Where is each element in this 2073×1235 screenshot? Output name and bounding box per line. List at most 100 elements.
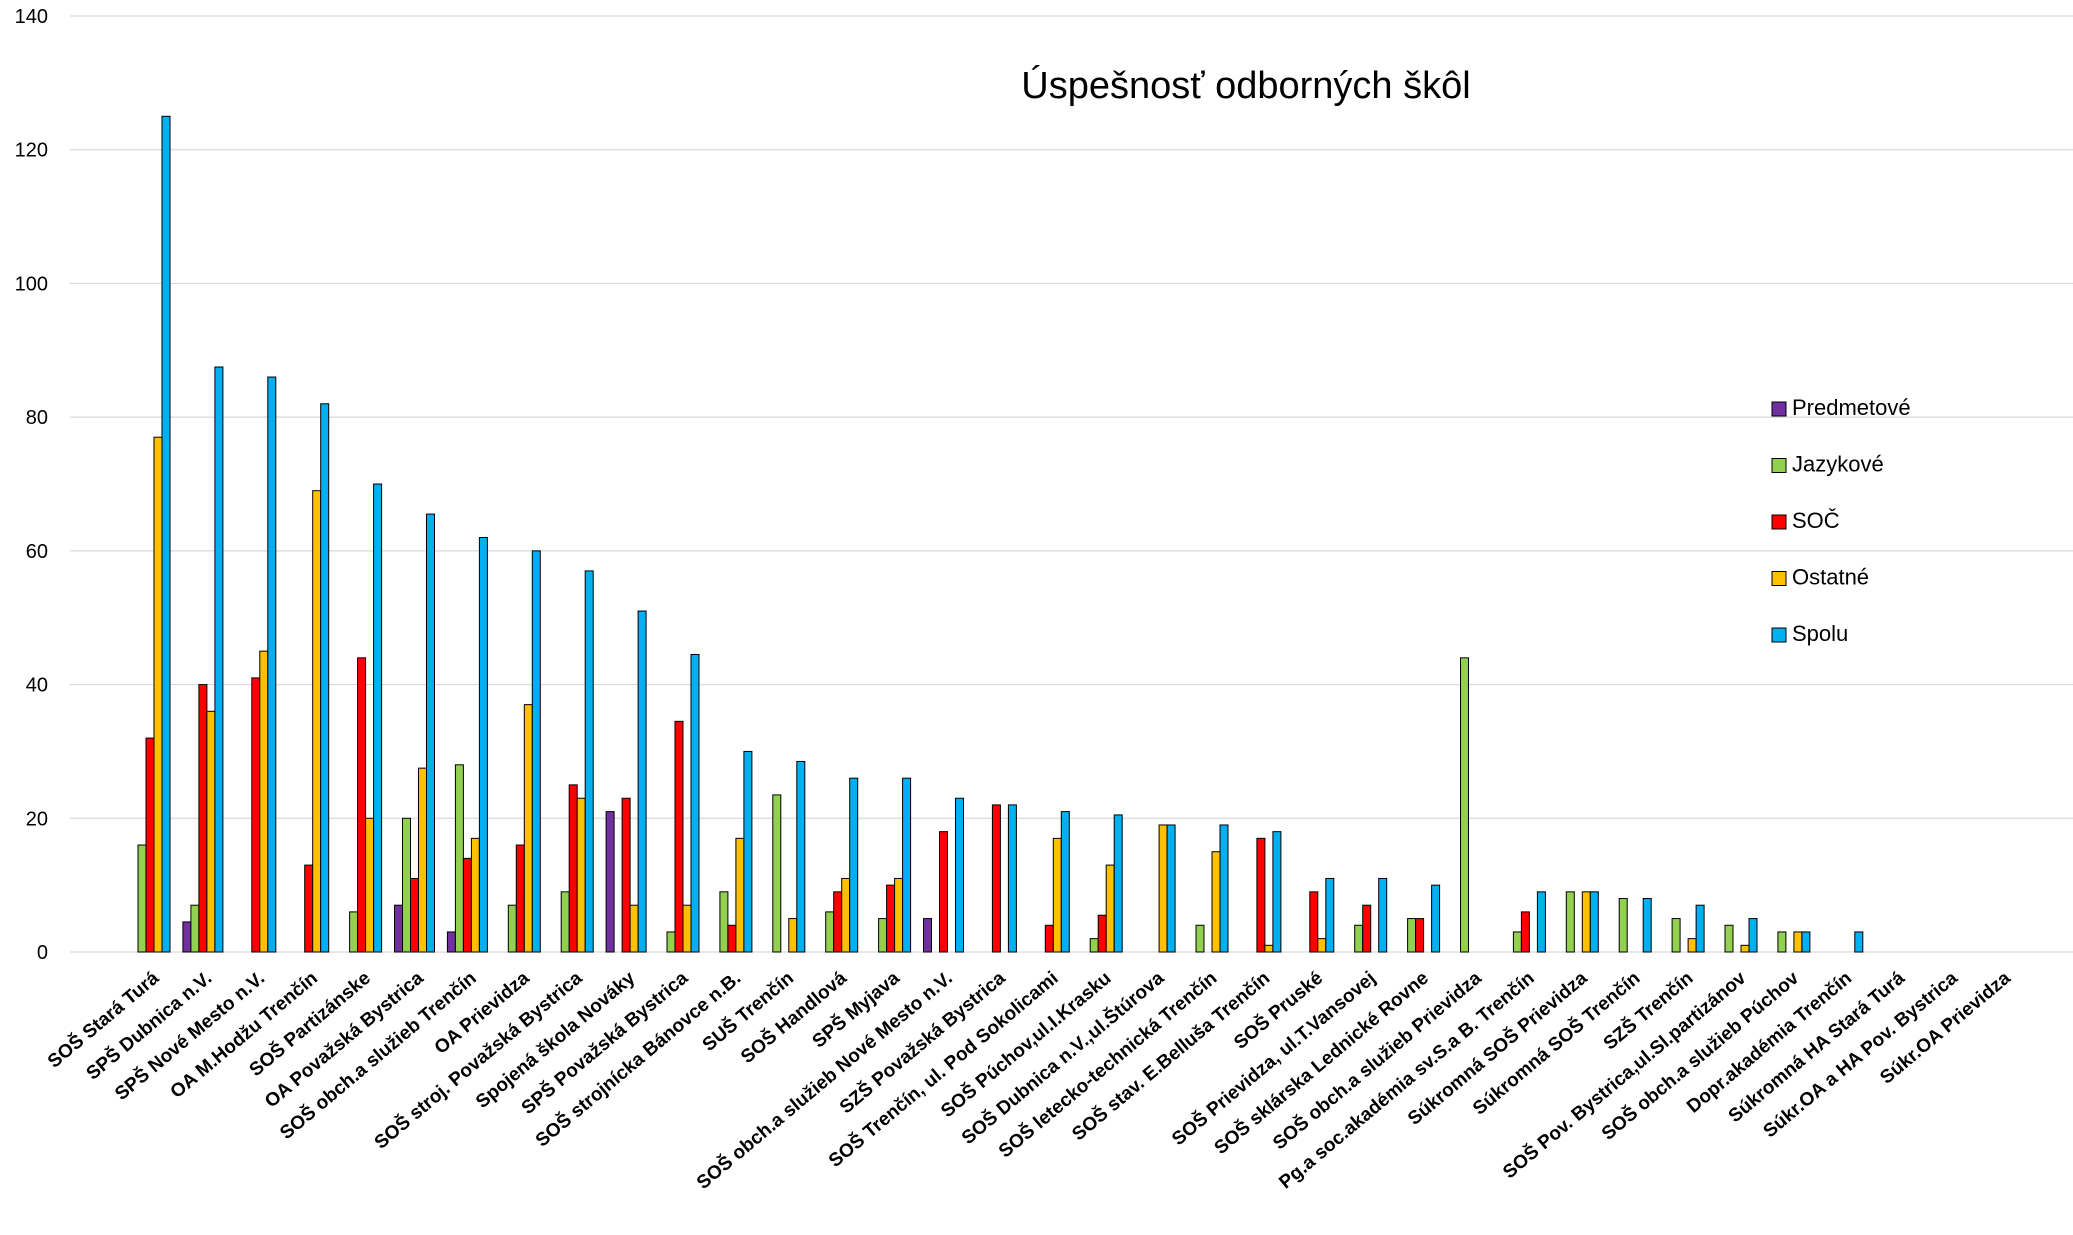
bar [1354,924,1364,953]
bar [304,864,314,953]
bar [182,921,192,953]
legend-label: SOČ [1792,508,1840,533]
bar [137,844,147,953]
bar [402,817,411,953]
bar [955,797,964,953]
y-tick-label: 140 [15,6,48,28]
bar [1219,824,1229,953]
bar [666,931,676,953]
bar [1565,891,1575,953]
bar [584,570,594,953]
bar [1256,837,1266,953]
y-tick-label: 60 [26,541,48,563]
bar [1687,938,1697,953]
bar [923,918,932,953]
bar [719,891,729,953]
legend-swatch [1771,627,1787,643]
bar [727,924,737,953]
bar [267,376,277,953]
bar [841,877,851,953]
bar [1695,904,1705,953]
bars [137,115,1864,953]
bar [1512,931,1522,953]
bar [446,931,456,953]
bar [1264,944,1274,953]
bar [507,904,517,953]
bar [682,904,692,953]
bar [1740,944,1750,953]
bar [1642,898,1652,953]
bar [1724,924,1734,953]
legend-label: Spolu [1792,621,1848,646]
chart-title: Úspešnosť odborných škôl [1021,64,1470,107]
bar [621,797,631,953]
bar [788,918,798,953]
y-tick-label: 80 [26,407,48,429]
bar [515,844,525,953]
bar [1272,831,1282,953]
bar [418,767,427,953]
bar [743,750,753,953]
bar [1415,918,1425,953]
bar [825,911,835,953]
y-tick-label: 100 [15,273,48,295]
bar [568,784,578,953]
bar [1158,824,1168,953]
bar [1097,914,1107,953]
bar [410,877,419,953]
bar [153,436,163,953]
bar [991,804,1001,953]
bar [190,904,200,953]
bar [1460,657,1469,953]
bar [1060,811,1070,953]
legend-swatch [1771,458,1787,473]
bar [462,857,472,953]
legend-label: Predmetové [1792,395,1911,420]
bar [454,764,464,953]
legend-label: Jazykové [1792,452,1884,477]
bar [833,891,843,953]
y-tick-label: 0 [37,942,48,964]
bar [312,490,322,953]
bar [206,710,216,953]
bar [198,684,208,953]
bar [690,653,700,953]
bar [1211,851,1221,953]
bar [320,403,330,953]
bar [1166,824,1176,953]
bar [145,737,155,953]
bar [373,483,383,953]
y-tick-label: 40 [26,675,48,697]
y-tick-label: 20 [26,808,48,830]
bar [214,366,224,953]
bar [886,884,896,953]
y-tick-label: 120 [15,140,48,162]
y-axis-ticks: 0 20 40 60 80 100 120 140 [15,6,48,964]
bar [394,904,403,953]
legend-label: Ostatné [1792,565,1869,590]
bar [1801,931,1811,953]
bar [939,831,948,953]
bar [560,891,570,953]
bar [478,536,488,953]
bar [1407,918,1417,953]
bar [1089,938,1099,953]
bar [1581,891,1591,953]
bar [1793,931,1803,953]
bar [1748,918,1758,953]
bar [357,657,367,953]
bar [1777,931,1787,953]
bar [674,720,684,953]
bar [1671,918,1681,953]
bar [531,550,541,953]
bar [426,513,435,953]
legend-swatch [1771,401,1787,417]
bar [1378,877,1388,953]
bar [1854,931,1864,953]
bar [470,837,480,953]
bar [735,837,745,953]
legend: Predmetové Jazykové SOČ Ostatné Spolu [1771,395,1911,646]
bar [576,797,586,953]
